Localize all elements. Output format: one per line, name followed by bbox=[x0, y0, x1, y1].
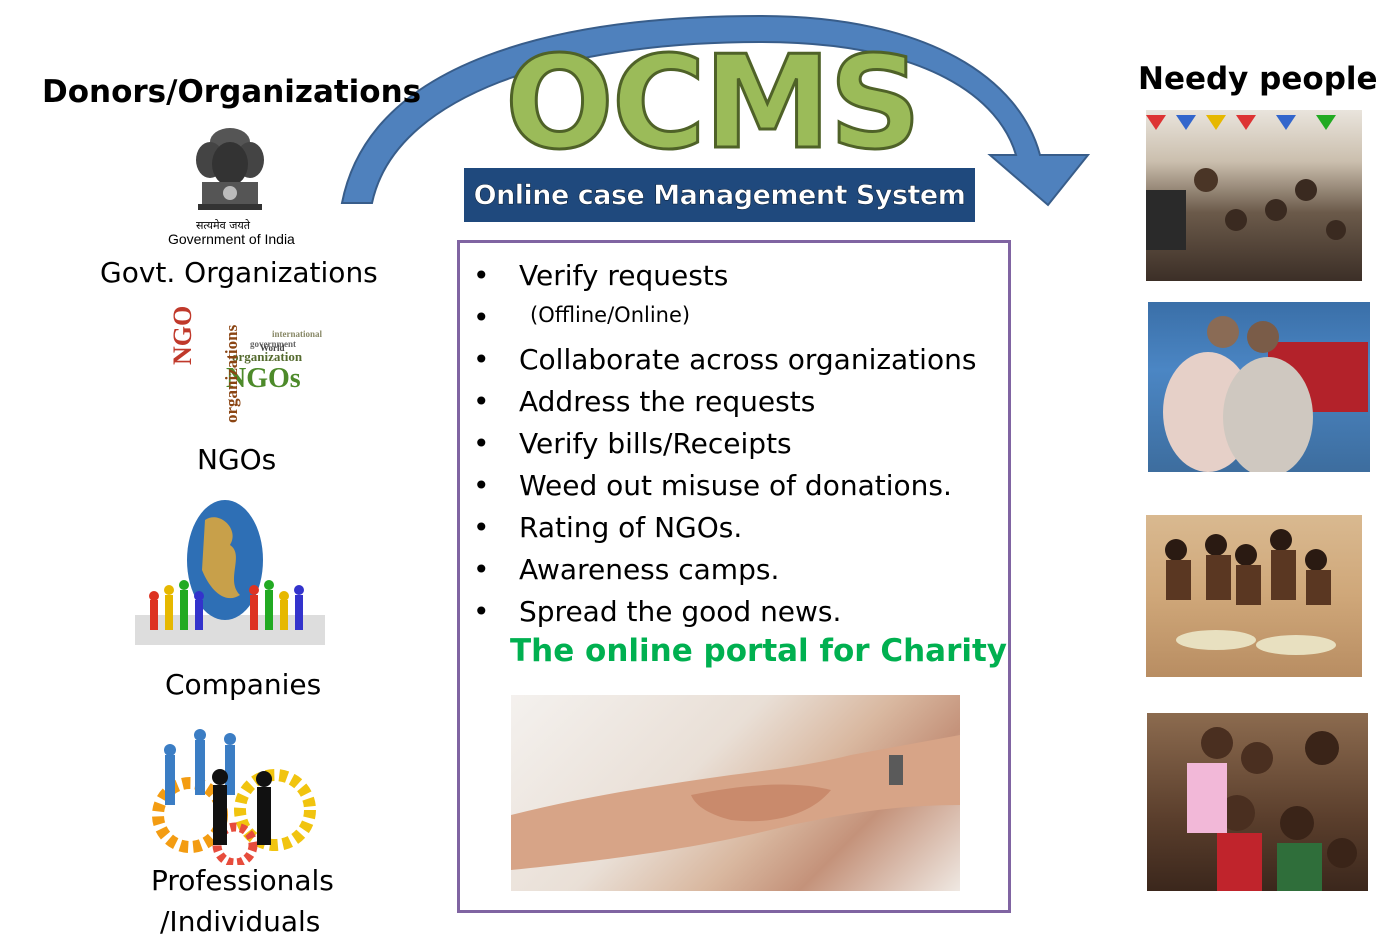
ngo-cloud-word: organizations bbox=[222, 324, 241, 423]
ngo-cloud-word: NGO bbox=[168, 305, 197, 365]
ngo-cloud-word: World bbox=[260, 343, 285, 353]
tagline: The online portal for Charity bbox=[510, 633, 1008, 669]
needy-photo-elderly bbox=[1148, 302, 1370, 472]
ngo-cloud-word: organization bbox=[232, 349, 303, 364]
globe-pawns-icon bbox=[135, 500, 325, 645]
needy-header: Needy people bbox=[1138, 61, 1378, 97]
feature-item: Verify bills/Receipts bbox=[473, 423, 976, 465]
professionals-gears-icon bbox=[152, 729, 316, 865]
donors-header: Donors/Organizations bbox=[42, 74, 422, 110]
feature-item: Awareness camps. bbox=[473, 549, 976, 591]
ngo-word-cloud: NGO NGOs organization organizations gove… bbox=[160, 305, 330, 425]
feature-spacer bbox=[473, 297, 976, 339]
emblem-icon bbox=[196, 128, 264, 210]
feature-item: Spread the good news. bbox=[473, 591, 976, 633]
needy-photo-children-eating bbox=[1146, 515, 1362, 677]
feature-item: Rating of NGOs. bbox=[473, 507, 976, 549]
feature-note: (Offline/Online) bbox=[530, 303, 691, 327]
govt-organizations-label: Govt. Organizations bbox=[100, 256, 378, 289]
feature-item: Weed out misuse of donations. bbox=[473, 465, 976, 507]
features-box: Verify requests Collaborate across organ… bbox=[457, 240, 1011, 913]
companies-label: Companies bbox=[165, 668, 322, 701]
professionals-label: Professionals bbox=[151, 864, 334, 897]
emblem-caption: Government of India bbox=[168, 231, 295, 247]
feature-item: Verify requests bbox=[473, 255, 976, 297]
needy-photo-smiling-children bbox=[1147, 713, 1368, 891]
emblem-motto: सत्यमेव जयते bbox=[196, 219, 251, 232]
ngos-label: NGOs bbox=[197, 443, 277, 476]
holding-hands-photo bbox=[511, 695, 960, 891]
flow-arrow bbox=[340, 14, 1091, 207]
features-list: Verify requests Collaborate across organ… bbox=[473, 255, 976, 633]
feature-item: Address the requests bbox=[473, 381, 976, 423]
ngo-cloud-word: government bbox=[250, 339, 296, 349]
individuals-label: /Individuals bbox=[160, 905, 321, 938]
ocms-title: OCMS bbox=[503, 29, 922, 178]
feature-item: Collaborate across organizations bbox=[473, 339, 976, 381]
needy-photo-classroom bbox=[1146, 110, 1362, 281]
ngo-cloud-word: international bbox=[272, 329, 323, 339]
ngo-cloud-word: NGOs bbox=[226, 363, 301, 394]
ocms-subtitle-banner: Online case Management System bbox=[464, 168, 975, 222]
